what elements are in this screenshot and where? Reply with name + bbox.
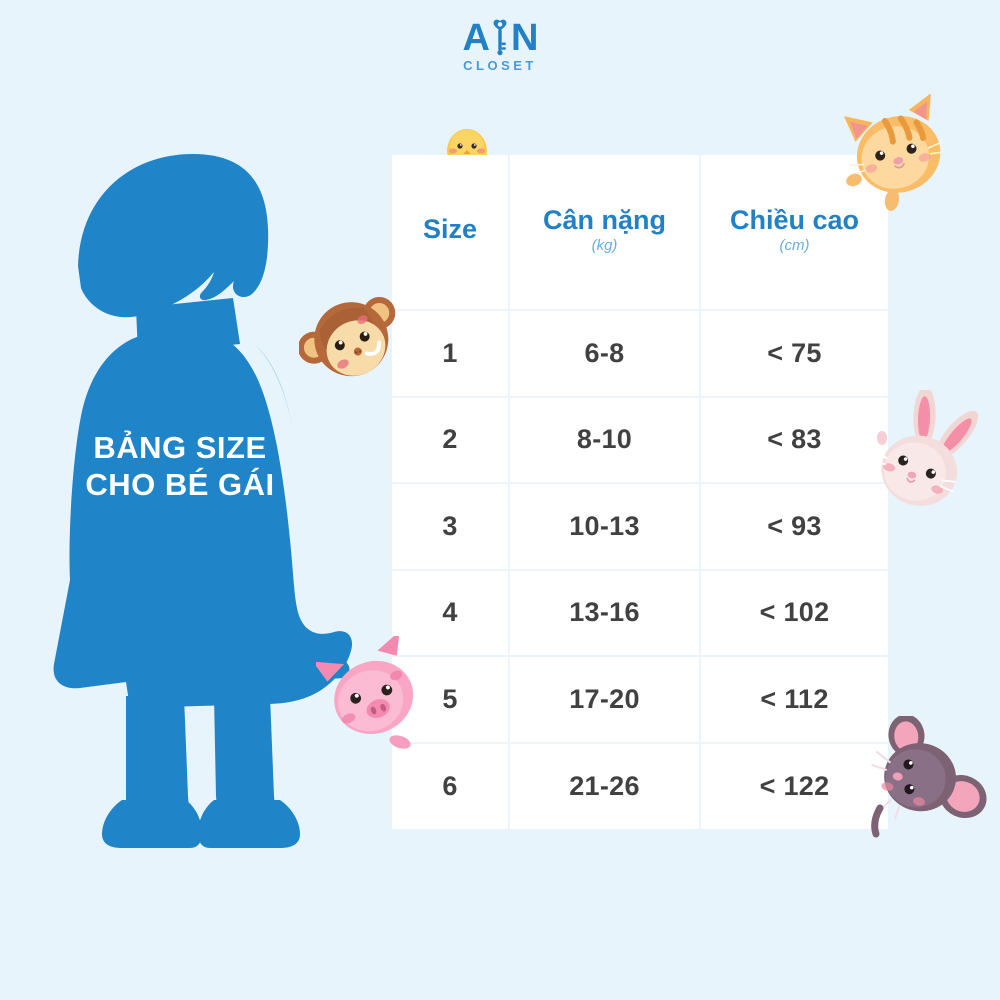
cell-weight: 10-13 (509, 483, 701, 571)
cell-height-value: < 93 (767, 510, 822, 541)
cell-weight-value: 17-20 (569, 683, 640, 714)
cell-height: < 102 (700, 569, 888, 657)
cell-height-value: < 83 (767, 424, 822, 455)
cell-weight-value: 6-8 (584, 337, 625, 368)
cell-height: < 75 (700, 310, 888, 398)
column-header-weight-unit: (kg) (591, 236, 618, 254)
cell-weight-value: 21-26 (569, 770, 640, 801)
cell-size-value: 6 (442, 770, 458, 801)
cell-weight: 6-8 (509, 310, 701, 398)
table-row: 2 8-10 < 83 (392, 396, 888, 484)
hero-title-line-1: BẢNG SIZE (93, 430, 267, 465)
cell-size: 1 (392, 310, 510, 398)
cell-height-value: < 75 (767, 337, 822, 368)
hero-title: BẢNG SIZE CHO BÉ GÁI (40, 430, 320, 503)
column-header-weight-label: Cân nặng (542, 205, 666, 236)
brand-logo: A N CLOSET (0, 18, 1000, 73)
cell-weight-value: 10-13 (569, 510, 640, 541)
logo-wordmark: A N (462, 16, 539, 59)
cell-height: < 93 (700, 483, 888, 571)
table-row: 3 10-13 < 93 (392, 483, 888, 571)
cell-size-value: 2 (442, 424, 458, 455)
cell-weight: 21-26 (509, 742, 701, 829)
cell-size: 6 (392, 742, 510, 829)
logo-letter-n: N (511, 16, 538, 59)
cell-size: 4 (392, 569, 510, 657)
cell-height: < 83 (700, 396, 888, 484)
key-heart-icon (490, 18, 510, 56)
cell-weight: 13-16 (509, 569, 701, 657)
cell-weight-value: 8-10 (576, 424, 633, 455)
cell-height-value: < 112 (760, 683, 829, 714)
table-row: 6 21-26 < 122 (392, 742, 888, 829)
cell-height-value: < 122 (759, 770, 830, 801)
cell-size-value: 4 (442, 597, 458, 628)
table-row: 5 17-20 < 112 (392, 656, 888, 744)
column-header-height-unit: (cm) (779, 236, 810, 254)
column-header-height-label: Chiều cao (729, 205, 860, 236)
table-row: 4 13-16 < 102 (392, 569, 888, 657)
cell-size-value: 1 (442, 337, 458, 368)
cell-height: < 112 (700, 656, 888, 744)
cell-size-value: 5 (442, 683, 458, 714)
logo-letter-a: A (462, 16, 490, 59)
column-header-height: Chiều cao (cm) (700, 155, 888, 311)
table-header-row: Size Cân nặng (kg) Chiều cao (cm) (392, 155, 888, 311)
logo-subtitle: CLOSET (463, 58, 537, 73)
hero-title-line-2: CHO BÉ GÁI (85, 466, 275, 502)
column-header-weight: Cân nặng (kg) (509, 155, 701, 311)
cell-size: 5 (392, 656, 510, 744)
cell-height-value: < 102 (759, 597, 830, 628)
cell-height: < 122 (700, 742, 888, 829)
cell-size: 3 (392, 483, 510, 571)
size-table: Size Cân nặng (kg) Chiều cao (cm) 1 6-8 (392, 155, 888, 829)
column-header-size: Size (392, 155, 510, 311)
cell-weight: 17-20 (509, 656, 701, 744)
cell-weight-value: 13-16 (569, 597, 640, 628)
column-header-size-label: Size (422, 214, 478, 245)
cell-size: 2 (392, 396, 510, 484)
cell-size-value: 3 (442, 510, 458, 541)
cell-weight: 8-10 (509, 396, 701, 484)
table-row: 1 6-8 < 75 (392, 310, 888, 398)
